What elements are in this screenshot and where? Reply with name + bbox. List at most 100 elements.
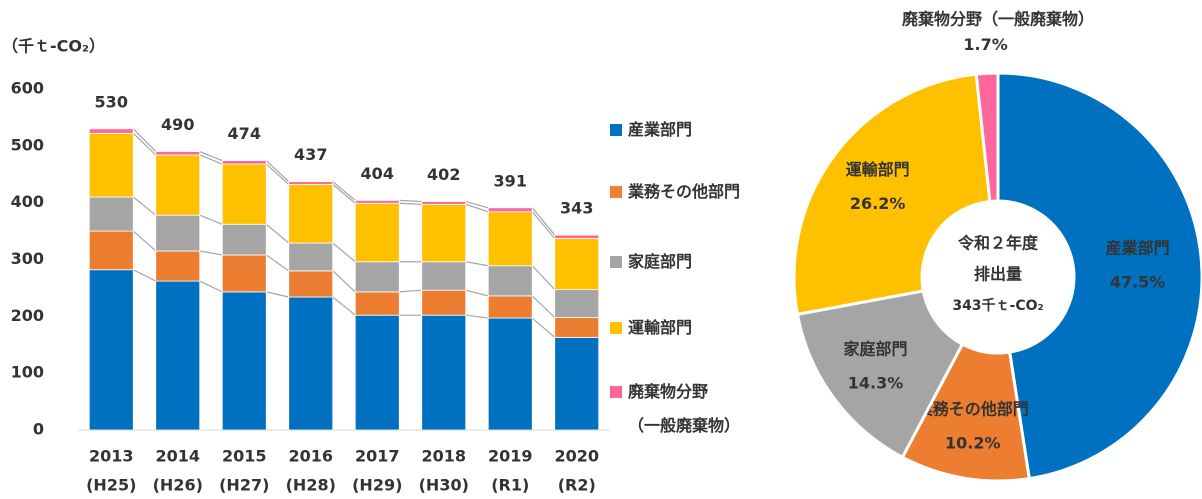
bar-segment: [221, 163, 267, 225]
bar-segment: [421, 201, 467, 205]
bar-segment: [155, 250, 201, 282]
slice-label: 家庭部門: [844, 339, 908, 358]
connector: [265, 223, 290, 244]
connector: [465, 200, 489, 209]
legend-swatch: [610, 186, 622, 198]
total-label: 490: [161, 115, 194, 134]
bar-segment: [421, 261, 467, 291]
x-tick-label: 2014: [155, 447, 200, 466]
center-label: 343千ｔ-CO₂: [952, 297, 1043, 314]
bar-segment: [155, 154, 201, 216]
bar-segment: [88, 230, 134, 271]
total-label: 391: [494, 171, 527, 190]
bar-segment: [155, 214, 201, 252]
bar-segment: [288, 270, 334, 298]
connector: [399, 199, 422, 203]
connector: [465, 203, 489, 213]
bar-segment: [88, 196, 134, 232]
slice-value-label: 10.2%: [945, 433, 1001, 452]
total-label: 437: [294, 145, 327, 164]
bar-segment: [554, 317, 600, 338]
legend-label: 運輸部門: [628, 318, 693, 337]
center-label: 排出量: [974, 265, 1022, 284]
x-tick-sublabel: (H25): [86, 476, 136, 495]
bar-segment: [221, 291, 267, 431]
center-label: 令和２年度: [957, 234, 1039, 253]
slice-value-label: 26.2%: [850, 194, 906, 213]
connector: [465, 314, 489, 319]
connector: [199, 280, 223, 293]
bar-segment: [421, 203, 467, 263]
bar-segment: [88, 128, 134, 134]
bar-segment: [487, 295, 533, 319]
connector: [531, 207, 556, 236]
connector: [531, 211, 556, 239]
connector: [399, 289, 422, 293]
x-tick-label: 2015: [222, 447, 267, 466]
slice-value-label: 14.3%: [848, 373, 904, 392]
total-label: 474: [228, 124, 261, 143]
connector: [132, 128, 157, 152]
slice-value-label: 1.7%: [963, 35, 1007, 54]
y-tick-label: 300: [11, 249, 44, 268]
connector: [332, 181, 356, 201]
legend-swatch: [610, 256, 622, 268]
connector: [132, 230, 157, 252]
x-tick-sublabel: (H30): [419, 476, 469, 495]
bar-segment: [288, 184, 334, 244]
total-label: 404: [361, 164, 394, 183]
legend-label: 家庭部門: [628, 252, 693, 271]
y-axis-label: （千ｔ-CO₂）: [2, 37, 105, 56]
bar-segment: [487, 265, 533, 297]
connector: [199, 150, 223, 162]
x-tick-label: 2017: [355, 447, 400, 466]
pie-slice: [792, 72, 992, 317]
connector: [399, 202, 422, 205]
connector: [265, 160, 290, 183]
pie-slice: [795, 289, 965, 460]
legend-label: 産業部門: [628, 120, 693, 139]
total-label: 402: [427, 165, 460, 184]
legend-swatch: [610, 322, 622, 334]
bar-segment: [221, 254, 267, 293]
connector: [266, 291, 289, 298]
pie-slice: [974, 71, 1000, 204]
connector: [199, 154, 223, 165]
legend-label: 業務その他部門: [628, 182, 741, 201]
bar-segment: [88, 132, 134, 198]
bar-segment: [554, 289, 600, 318]
connector: [465, 261, 489, 267]
connector: [265, 254, 290, 272]
connector: [531, 317, 556, 338]
legend-label: 廃棄物分野（一般廃棄物）: [628, 382, 741, 435]
bar-segment: [354, 199, 400, 204]
x-tick-sublabel: (H29): [352, 476, 402, 495]
x-tick-sublabel: (H26): [153, 476, 203, 495]
y-tick-label: 600: [11, 79, 44, 98]
connector: [199, 214, 223, 225]
x-tick-label: 2013: [89, 447, 134, 466]
legend-swatch: [610, 386, 622, 398]
slice-label: 業務その他部門: [916, 399, 1029, 418]
x-tick-sublabel: (H27): [219, 476, 269, 495]
connector: [132, 196, 157, 216]
x-tick-sublabel: (H28): [286, 476, 336, 495]
y-tick-label: 500: [11, 135, 44, 154]
y-tick-label: 0: [33, 420, 44, 439]
bar-segment: [554, 238, 600, 291]
connector: [332, 242, 356, 263]
bar-segment: [155, 151, 201, 156]
connector: [265, 163, 290, 185]
bar-segment: [421, 289, 467, 316]
bar-segment: [354, 314, 400, 431]
y-tick-label: 400: [11, 192, 44, 211]
connector: [465, 289, 489, 297]
y-tick-label: 100: [11, 363, 44, 382]
connector: [531, 265, 556, 291]
bar-segment: [354, 202, 400, 263]
connector: [332, 184, 356, 204]
x-tick-label: 2019: [488, 447, 533, 466]
slice-value-label: 47.5%: [1110, 273, 1166, 292]
